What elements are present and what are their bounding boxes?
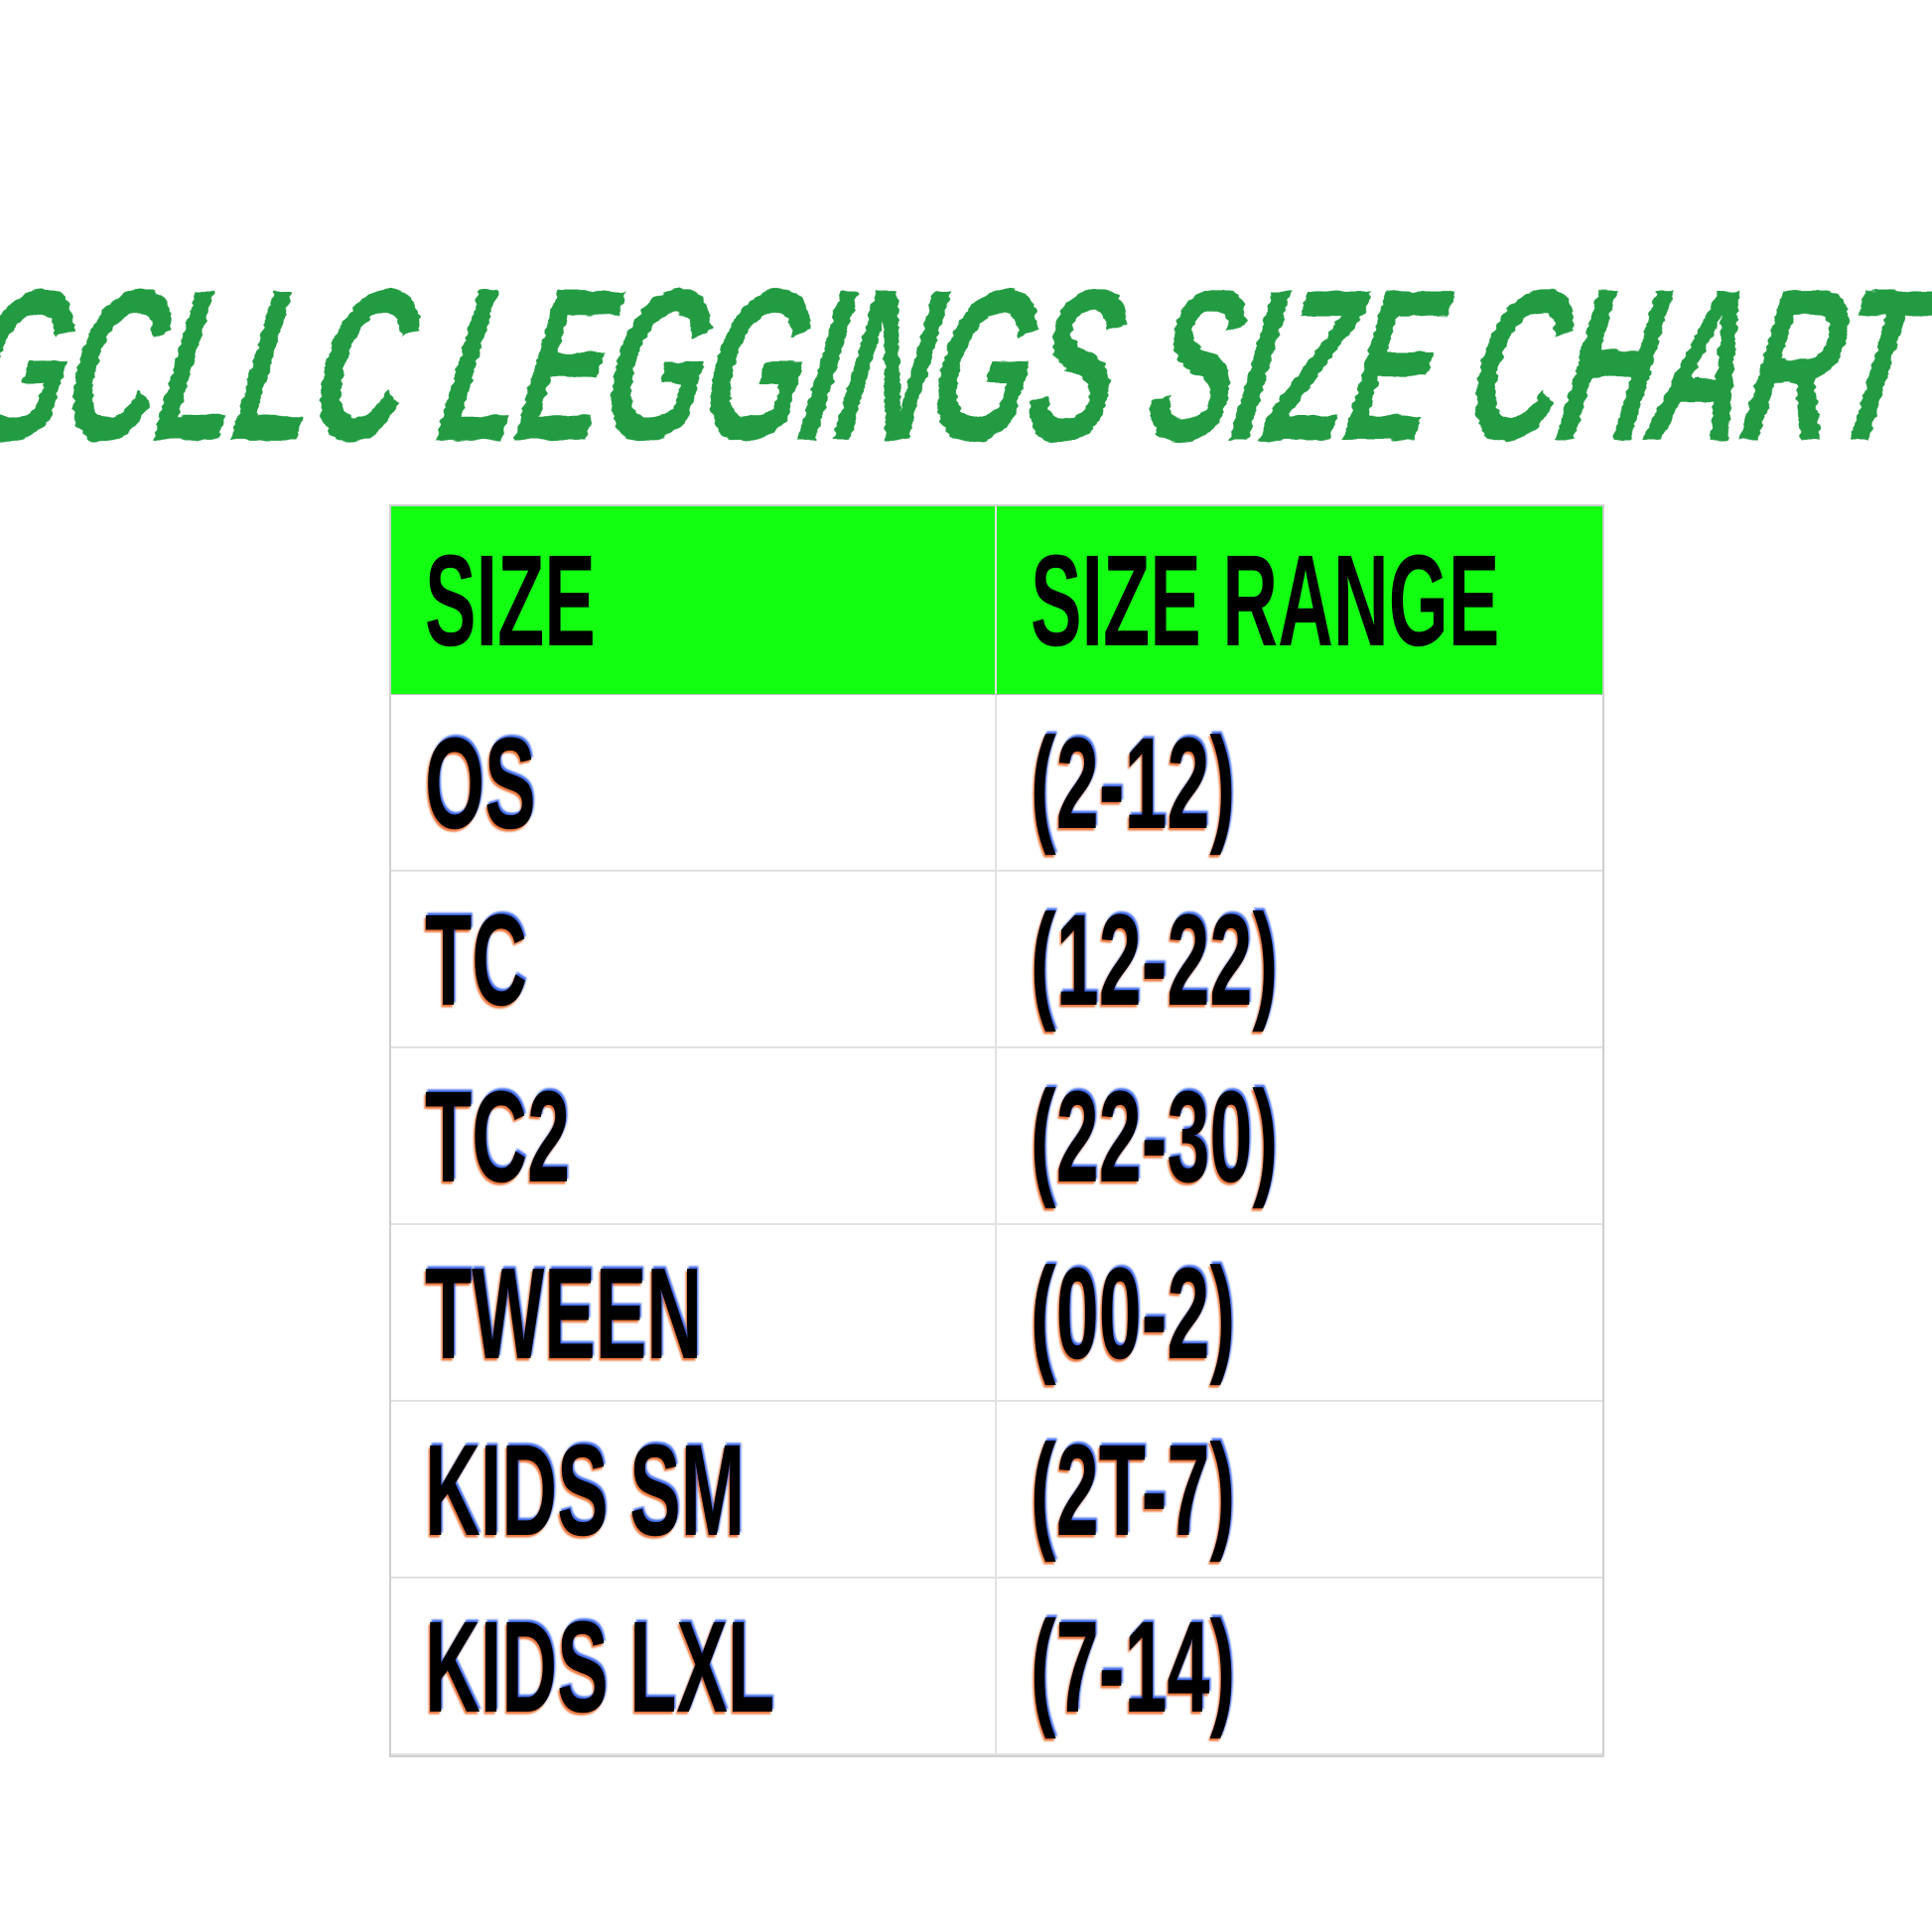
svg-text:GCLLC LEGGINGS SIZE CHART: GCLLC LEGGINGS SIZE CHART	[0, 253, 1932, 472]
